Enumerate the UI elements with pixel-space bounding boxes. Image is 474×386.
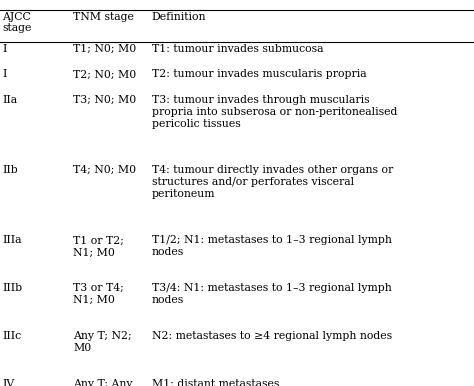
Text: Definition: Definition: [152, 12, 206, 22]
Text: T3/4: N1: metastases to 1–3 regional lymph
nodes: T3/4: N1: metastases to 1–3 regional lym…: [152, 283, 392, 305]
Text: T3 or T4;
N1; M0: T3 or T4; N1; M0: [73, 283, 124, 305]
Text: IV: IV: [2, 379, 15, 386]
Text: IIIc: IIIc: [2, 331, 21, 341]
Text: N2: metastases to ≥4 regional lymph nodes: N2: metastases to ≥4 regional lymph node…: [152, 331, 392, 341]
Text: I: I: [2, 44, 7, 54]
Text: Any T; Any
N; M1: Any T; Any N; M1: [73, 379, 133, 386]
Text: IIIa: IIIa: [2, 235, 22, 245]
Text: TNM stage: TNM stage: [73, 12, 134, 22]
Text: T1; N0; M0: T1; N0; M0: [73, 44, 137, 54]
Text: T4: tumour directly invades other organs or
structures and/or perforates viscera: T4: tumour directly invades other organs…: [152, 165, 393, 199]
Text: T2: tumour invades muscularis propria: T2: tumour invades muscularis propria: [152, 69, 366, 80]
Text: T3: tumour invades through muscularis
propria into subserosa or non-peritonealis: T3: tumour invades through muscularis pr…: [152, 95, 397, 129]
Text: T1 or T2;
N1; M0: T1 or T2; N1; M0: [73, 235, 124, 257]
Text: T1/2; N1: metastases to 1–3 regional lymph
nodes: T1/2; N1: metastases to 1–3 regional lym…: [152, 235, 392, 257]
Text: I: I: [2, 69, 7, 80]
Text: M1: distant metastases: M1: distant metastases: [152, 379, 279, 386]
Text: IIa: IIa: [2, 95, 18, 105]
Text: T4; N0; M0: T4; N0; M0: [73, 165, 137, 175]
Text: IIIb: IIIb: [2, 283, 22, 293]
Text: Any T; N2;
M0: Any T; N2; M0: [73, 331, 132, 353]
Text: T2; N0; M0: T2; N0; M0: [73, 69, 137, 80]
Text: AJCC
stage: AJCC stage: [2, 12, 32, 33]
Text: IIb: IIb: [2, 165, 18, 175]
Text: T3; N0; M0: T3; N0; M0: [73, 95, 137, 105]
Text: T1: tumour invades submucosa: T1: tumour invades submucosa: [152, 44, 323, 54]
